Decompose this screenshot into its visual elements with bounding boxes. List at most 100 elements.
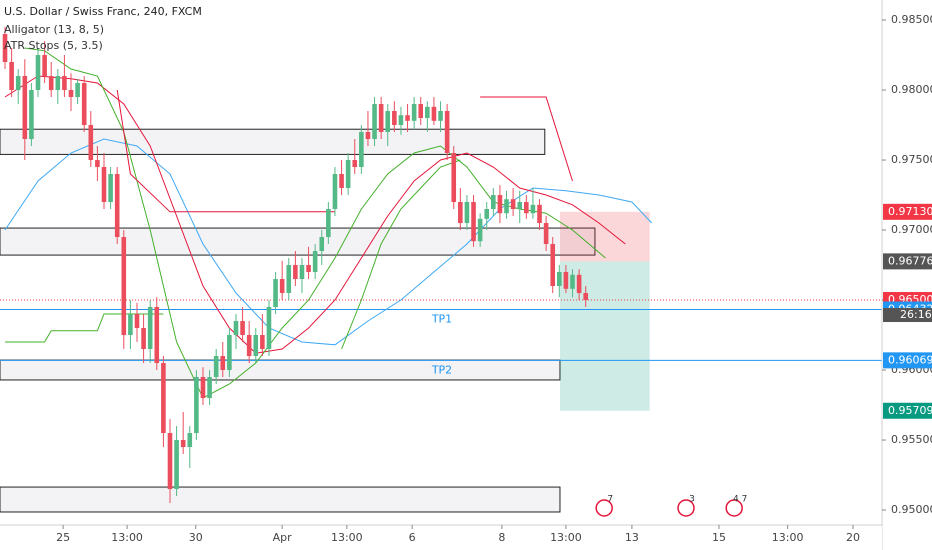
y-tick-label: 0.98000: [891, 83, 932, 96]
candle-body: [266, 307, 272, 350]
candle-body: [332, 174, 338, 210]
candle-body: [62, 76, 67, 91]
legend-entry: ATR Stops (5, 3.5): [4, 39, 103, 52]
event-label: 7: [607, 495, 613, 505]
candle-body: [174, 440, 179, 490]
candle-body: [497, 195, 503, 214]
price-label-box: [883, 402, 932, 419]
candle-body: [286, 265, 292, 294]
candle-body: [246, 335, 252, 357]
x-tick-label: 20: [846, 531, 860, 544]
candle-body: [471, 202, 476, 242]
price-label-box: [883, 352, 932, 369]
candle-body: [491, 195, 496, 210]
candle-body: [306, 265, 311, 273]
x-tick-label: 13:00: [772, 531, 804, 544]
candle-body: [75, 83, 80, 98]
candle-body: [253, 335, 259, 357]
candle-body: [550, 244, 556, 287]
candle-body: [312, 251, 318, 273]
price-label: 0.96776: [888, 254, 932, 267]
candle-body: [213, 356, 219, 378]
candle-body: [398, 115, 404, 126]
candle-body: [240, 321, 245, 336]
candle-body: [88, 125, 94, 161]
candle-body: [504, 199, 509, 214]
candle-body: [167, 433, 173, 490]
candle-body: [48, 76, 54, 91]
x-tick-label: 6: [409, 531, 416, 544]
candle-body: [2, 34, 8, 63]
price-axis-bg: [883, 0, 932, 550]
x-tick-label: 13: [625, 531, 639, 544]
candle-body: [484, 209, 490, 219]
indicator-line: [4, 138, 653, 346]
event-label: 3: [689, 495, 695, 505]
candle-body: [22, 76, 28, 140]
zone: [0, 359, 561, 381]
candle-body: [524, 202, 529, 214]
x-tick-label: 30: [189, 531, 203, 544]
candle-body: [260, 335, 265, 350]
x-tick-label: 25: [56, 531, 70, 544]
target-label: TP2: [431, 363, 452, 376]
target-area: [559, 261, 650, 411]
x-tick-label: 8: [498, 531, 505, 544]
candle-body: [29, 90, 34, 140]
candle-body: [200, 377, 206, 399]
candle-body: [557, 272, 562, 287]
candle-body: [365, 132, 371, 140]
x-tick-label: 13:00: [550, 531, 582, 544]
candle-body: [345, 160, 351, 189]
candle-body: [220, 356, 226, 371]
candle-body: [279, 279, 285, 294]
y-tick-label: 0.97500: [891, 153, 932, 166]
candle-body: [273, 279, 278, 308]
candle-body: [576, 274, 582, 294]
indicator-line: [4, 75, 626, 354]
candle-body: [543, 223, 549, 245]
target-label: TP1: [431, 313, 452, 326]
event-icon: [595, 499, 613, 517]
chart-title: U.S. Dollar / Swiss Franc, 240, FXCM: [4, 5, 202, 18]
y-tick-label: 0.95500: [891, 433, 932, 446]
x-tick-label: 13:00: [111, 531, 143, 544]
candle-body: [207, 377, 212, 399]
candle-body: [537, 204, 542, 224]
candle-body: [35, 55, 41, 91]
countdown: 26:16: [900, 308, 932, 321]
candle-body: [372, 104, 377, 140]
zone: [0, 128, 546, 155]
price-label: 0.95709: [888, 404, 932, 417]
countdown-box: [883, 308, 932, 323]
candle-body: [385, 111, 391, 133]
candle-body: [128, 314, 133, 336]
candle-body: [42, 55, 47, 77]
y-tick-label: 0.97000: [891, 223, 932, 236]
candle-body: [101, 167, 107, 203]
candle-body: [299, 265, 305, 280]
candle-body: [411, 104, 417, 121]
candle-body: [161, 363, 166, 434]
candle-body: [68, 90, 74, 98]
candle-body: [392, 111, 397, 126]
x-tick-label: Apr: [273, 531, 293, 544]
candle-body: [583, 293, 589, 301]
candle-body: [121, 237, 127, 336]
plot-area: TP1 TP2 7 3 4 7: [0, 27, 882, 517]
event-icon: [725, 499, 743, 517]
candle-body: [458, 202, 463, 224]
candle-body: [15, 76, 21, 91]
candle-body: [227, 335, 232, 371]
candle-body: [108, 174, 113, 203]
candle-body: [326, 209, 331, 238]
y-tick-label: 0.98500: [891, 13, 932, 26]
candle-body: [147, 307, 153, 350]
indicator-line: [116, 89, 573, 213]
candle-body: [141, 328, 146, 350]
zone: [0, 486, 561, 513]
x-tick-label: 15: [712, 531, 726, 544]
